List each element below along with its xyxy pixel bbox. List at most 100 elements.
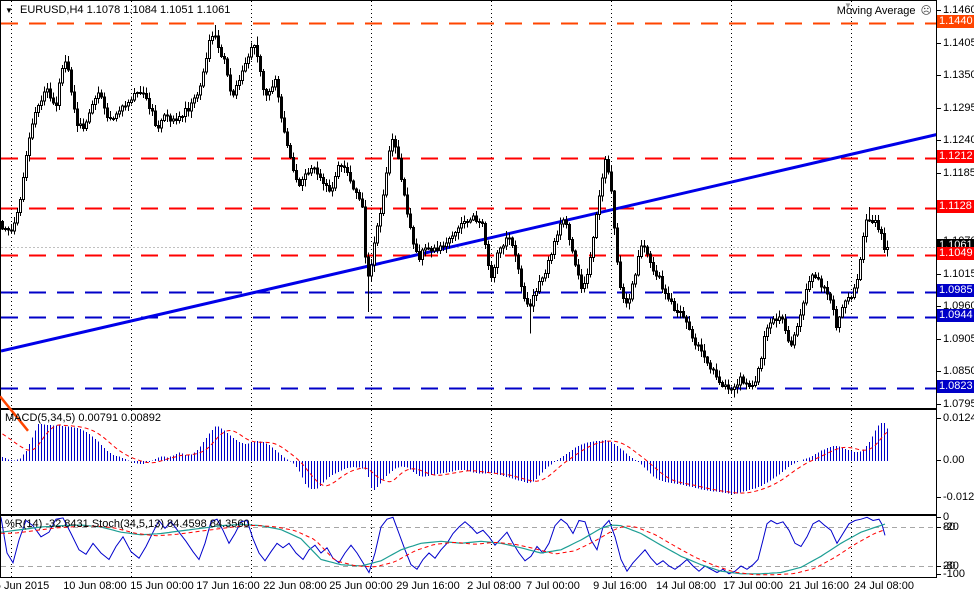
candle-body <box>547 259 550 274</box>
candle-body <box>166 114 169 117</box>
date-label: 9 Jul 16:00 <box>593 580 647 592</box>
candlestick-chart[interactable] <box>1 1 936 408</box>
macd-chart[interactable] <box>1 410 936 514</box>
candle-body <box>844 300 847 309</box>
candle-body <box>49 88 52 99</box>
candle-body <box>277 78 280 98</box>
candle-body <box>94 97 97 106</box>
candle-body <box>751 385 754 388</box>
candle-body <box>40 100 43 107</box>
candle-body <box>652 262 655 272</box>
candle-body <box>655 270 658 277</box>
candle-body <box>478 220 481 223</box>
candle-body <box>490 265 493 279</box>
candle-body <box>268 91 271 96</box>
candle-body <box>760 358 763 369</box>
candle-body <box>121 105 124 112</box>
candle-body <box>157 124 160 129</box>
axis-tick-mark <box>937 172 941 174</box>
macd-signal-line <box>2 424 888 494</box>
main-chart-panel[interactable]: ▼ EURUSD,H4 1.1078 1.1084 1.1051 1.1061 … <box>0 0 937 409</box>
candle-body <box>811 274 814 283</box>
candle-body <box>886 246 889 251</box>
candle-body <box>862 235 865 261</box>
candle-body <box>292 156 295 171</box>
candle-body <box>163 114 166 121</box>
candle-body <box>190 102 193 112</box>
candle-body <box>211 35 214 41</box>
candle-body <box>703 350 706 358</box>
candle-body <box>43 91 46 102</box>
candle-body <box>433 247 436 252</box>
axis-tick-mark <box>937 139 941 141</box>
candle-body <box>397 146 400 159</box>
ma-trendline[interactable] <box>1 133 936 353</box>
candle-body <box>766 327 769 338</box>
candle-body <box>520 268 523 288</box>
chart-title-bar: ▼ EURUSD,H4 1.1078 1.1084 1.1051 1.1061 <box>5 4 230 16</box>
price-tick-label: 1.1295 <box>937 102 974 114</box>
candle-body <box>568 224 571 241</box>
date-axis[interactable]: 5 Jun 2015 10 Jun 08:00 15 Jun 00:00 17 Jun… <box>0 578 937 595</box>
candle-body <box>580 274 583 289</box>
candle-body <box>739 376 742 386</box>
candle-body <box>262 70 265 91</box>
symbol-dropdown-icon[interactable]: ▼ <box>5 6 13 15</box>
price-tick-label: 1.1350 <box>937 69 974 81</box>
price-axis[interactable]: 1.1460 1.1405 1.1350 1.1295 1.1240 1.1185 1.10… <box>937 0 974 595</box>
date-label: 22 Jun 08:00 <box>263 580 327 592</box>
date-label: 17 Jul 00:00 <box>723 580 783 592</box>
price-tick-label: 1.1405 <box>937 37 974 49</box>
oscillator-tick-label: -100 <box>937 568 965 580</box>
price-tick-label: 1.1460 <box>937 4 974 16</box>
candle-body <box>16 212 19 224</box>
candle-body <box>679 311 682 314</box>
candle-body <box>223 55 226 60</box>
candle-body <box>541 277 544 283</box>
candle-body <box>706 356 709 364</box>
candle-body <box>67 61 70 71</box>
candle-body <box>196 94 199 99</box>
candle-body <box>475 215 478 222</box>
oscillator-chart[interactable] <box>1 516 936 577</box>
candle-body <box>325 182 328 186</box>
candle-body <box>445 242 448 247</box>
candle-body <box>7 227 10 231</box>
candle-body <box>367 256 370 277</box>
candle-body <box>364 206 367 258</box>
candle-body <box>841 307 844 318</box>
candle-body <box>778 316 781 321</box>
candle-body <box>37 105 40 113</box>
candle-body <box>676 309 679 313</box>
chart-shift-icon[interactable]: ▼ <box>844 1 852 10</box>
candle-body <box>505 237 508 247</box>
candle-body <box>250 47 253 58</box>
candle-body <box>307 172 310 175</box>
candle-body <box>682 311 685 318</box>
candle-body <box>814 274 817 278</box>
candle-body <box>730 388 733 391</box>
candle-body <box>241 70 244 81</box>
date-label: 7 Jul 00:00 <box>526 580 580 592</box>
candle-body <box>496 252 499 268</box>
macd-label: MACD(5,34,5) 0.00791 0.00892 <box>5 412 161 424</box>
wpr-line <box>1 516 886 575</box>
oscillator-tick-label: -20 <box>937 521 959 533</box>
candle-body <box>19 199 22 214</box>
candle-body <box>856 278 859 289</box>
candle-body <box>106 107 109 118</box>
candle-body <box>616 227 619 263</box>
candle-body <box>184 107 187 117</box>
candle-body <box>208 39 211 60</box>
macd-panel[interactable]: MACD(5,34,5) 0.00791 0.00892 <box>0 409 937 515</box>
candle-body <box>697 344 700 347</box>
candle-body <box>529 303 532 307</box>
candle-body <box>589 257 592 275</box>
candle-body <box>493 266 496 279</box>
oscillator-panel[interactable]: %R(14) -32.8431 Stoch(34,5,13) 84.4598 8… <box>0 515 937 578</box>
date-label: 25 Jun 00:00 <box>329 580 393 592</box>
candle-body <box>13 222 16 232</box>
candle-body <box>637 256 640 276</box>
axis-tick-mark <box>937 273 941 275</box>
candle-body <box>388 150 391 174</box>
